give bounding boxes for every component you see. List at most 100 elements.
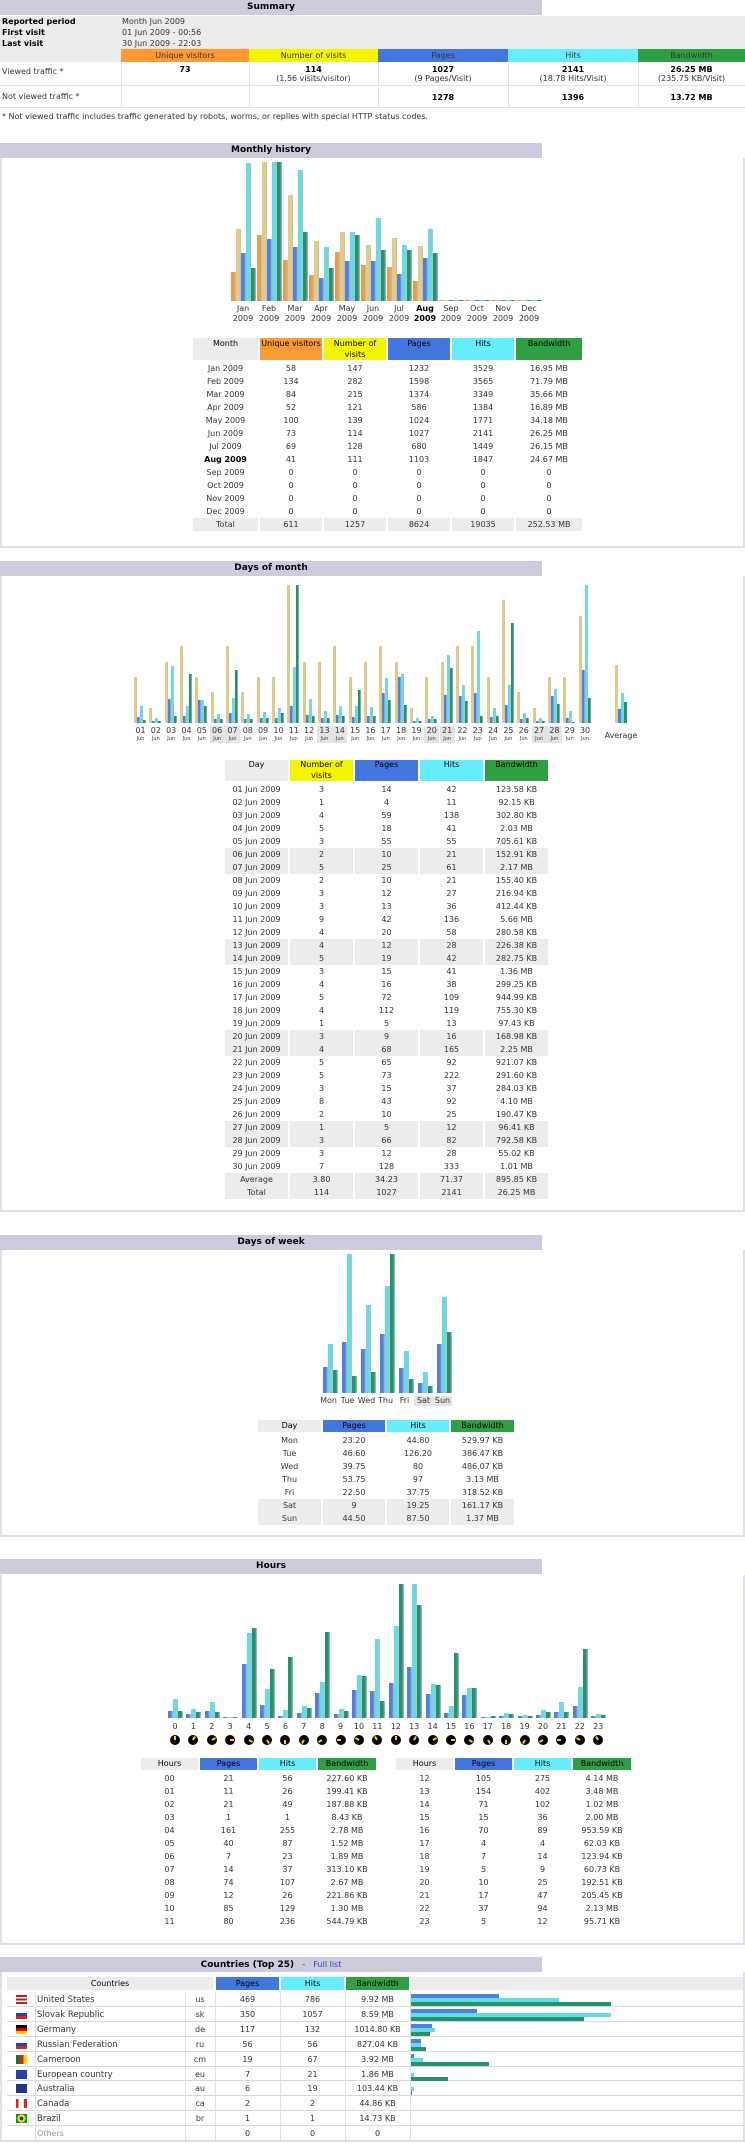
table-cell: 11 [164,1917,175,1926]
table-cell: Total [193,518,258,531]
chart-month-label: May 2009 [334,304,360,324]
table-cell: 2 [244,2099,251,2109]
chart-label-year: 2009 [466,314,488,323]
summary-value: 13.72 MB [670,93,713,102]
column-header: Hits [514,1758,571,1770]
chart-label-month: Jun [259,736,268,742]
chart-month-label: Mar 2009 [282,304,308,324]
table-cell: 1 [290,1121,353,1134]
pages-bar [336,715,340,723]
table-cell: 227.60 KB [326,1774,368,1783]
bandwidth-bar [296,585,300,723]
table-cell: 412.44 KB [495,902,538,911]
clock-icon [501,1735,512,1745]
flag-sk-icon [16,2009,27,2019]
table-cell: 14 [223,1865,234,1874]
pages-bar [527,300,532,301]
chart-hour-label: 21 [556,1722,567,1731]
table-cell: 4 [318,811,325,820]
table-cell: 12 [419,1774,430,1783]
visits-bar [288,195,293,301]
table-cell: 3.92 MB [361,2054,394,2064]
summary-subvalue: (1.56 visits/visitor) [276,74,351,83]
chart-label-month: Jun [213,736,222,742]
table-cell: 21 [446,876,457,885]
table-cell: 1 [318,1019,325,1028]
chart-label-day: 19 [411,726,422,735]
table-cell: 190.47 KB [495,1110,538,1119]
table-cell: 1 [284,1813,291,1822]
table-cell: 1232 [408,364,430,373]
hits-bar [246,1633,252,1718]
chart-hour-label: 23 [593,1722,604,1731]
pages-bar [501,300,506,301]
bandwidth-bar [219,719,223,723]
hits-bar [559,1702,565,1718]
pages-bar [475,300,480,301]
bandwidth-bar [288,1657,294,1718]
chart-label-month: Feb [261,304,277,313]
clock-icon [243,1735,254,1745]
pages-bar [388,1683,394,1718]
chart-label-month: Aug [416,304,434,313]
country-name: Australia [37,2084,75,2095]
table-cell: 7 [225,1852,232,1861]
bandwidth-bar [464,701,468,723]
hits-bar [324,247,329,301]
table-cell: 95.71 KB [583,1917,621,1926]
table-cell: 19.25 [387,1499,449,1512]
full-list-link[interactable]: Full list [313,1960,342,1969]
table-cell: 11 [446,798,457,807]
chart-label-month: Jun [167,736,176,742]
table-cell: 2.13 MB [585,1904,619,1913]
bandwidth-bar [388,700,392,723]
pages-bar [198,700,202,723]
pages-bar [566,718,570,723]
pages-bar [425,1694,431,1718]
hits-bar [338,1709,344,1718]
hits-bar [492,708,496,723]
bandwidth-bar [472,1688,478,1718]
summary-info-value: Month Jun 2009 [122,17,186,26]
chart-day-label: 03 Jun [164,726,179,743]
chart-day-label: 01 Jun [133,726,148,743]
chart-day-label: 07 Jun [224,726,240,743]
table-cell: 0 [416,507,422,516]
table-cell: 1 [244,2114,251,2124]
bandwidth-bar [449,668,453,723]
hits-bar [410,2057,423,2062]
table-cell: 42 [446,785,457,794]
country-name: Slovak Republic [37,2009,105,2020]
hits-bar [277,708,281,723]
visits-bar [394,662,398,723]
column-header: Bandwidth [451,1420,514,1432]
table-cell: 05 [164,1839,175,1848]
clock-icon [427,1735,438,1745]
chart-hour-label: 20 [537,1722,549,1731]
hits-bar [376,218,381,301]
country-code: de [195,2024,205,2034]
table-cell: 11 [223,1787,234,1796]
table-cell: 14 [419,1800,430,1809]
table-cell: 4 [290,939,353,952]
divider [378,87,379,108]
table-cell: 1257 [324,518,386,531]
chart-hour-label: 10 [353,1722,365,1731]
table-cell: 41 [446,824,457,833]
table-cell: 29 Jun 2009 [232,1149,281,1158]
summary-value: 1396 [561,93,585,102]
chart-weekday-label: Sun [433,1396,452,1406]
table-cell: 544.79 KB [326,1917,368,1926]
hits-bar [577,1687,583,1718]
bandwidth-bar [428,1386,433,1393]
visits-bar [287,585,291,723]
summary-info-label: Reported period [2,17,76,26]
row-divider [7,2035,743,2037]
section-body [0,1250,745,1537]
table-cell: 486.07 KB [461,1462,504,1471]
summary-header: Bandwidth [638,49,745,62]
hits-bar [584,585,588,723]
chart-hour-label: 0 [172,1722,178,1731]
table-cell: 89 [537,1826,548,1835]
table-cell: 0 [352,507,358,516]
